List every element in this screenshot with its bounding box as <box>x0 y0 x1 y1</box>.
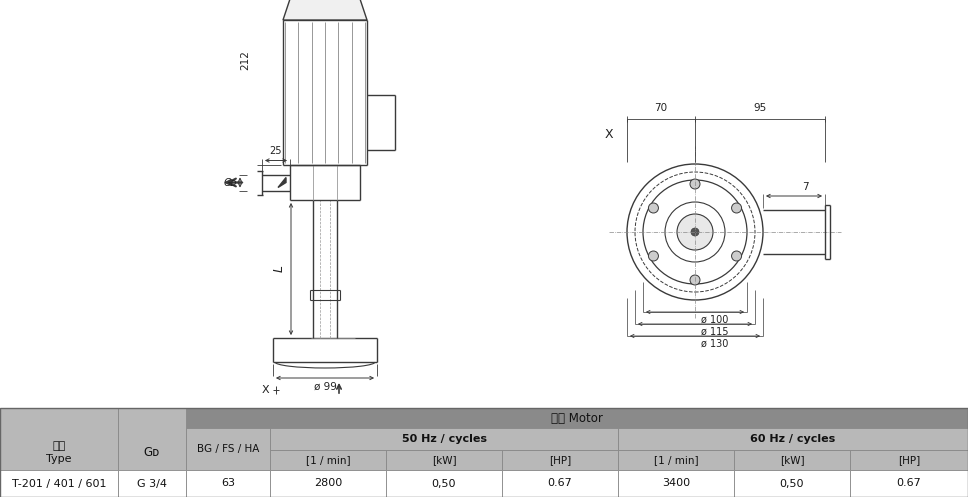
Text: ø 130: ø 130 <box>701 339 728 349</box>
Bar <box>734 450 850 470</box>
Text: 63: 63 <box>221 479 235 489</box>
Text: Gᴅ: Gᴅ <box>224 177 237 187</box>
Bar <box>186 408 968 428</box>
Text: 0.67: 0.67 <box>896 479 922 489</box>
Text: 212: 212 <box>240 50 250 70</box>
Text: T-201 / 401 / 601: T-201 / 401 / 601 <box>12 479 106 489</box>
Bar <box>270 450 386 470</box>
Text: Gᴅ: Gᴅ <box>144 446 160 459</box>
Text: [kW]: [kW] <box>432 455 456 465</box>
Bar <box>850 470 968 497</box>
Bar <box>0 408 968 497</box>
Text: ø 99: ø 99 <box>314 382 337 392</box>
Text: L: L <box>273 265 286 272</box>
Text: [kW]: [kW] <box>779 455 804 465</box>
Bar <box>270 470 386 497</box>
Bar <box>502 450 618 470</box>
Bar <box>186 428 270 470</box>
Circle shape <box>732 203 741 213</box>
Bar <box>0 408 118 497</box>
Bar <box>186 470 270 497</box>
Text: 馬達 Motor: 馬達 Motor <box>551 412 603 424</box>
Text: [HP]: [HP] <box>549 455 571 465</box>
Bar <box>118 408 186 497</box>
Text: ø 100: ø 100 <box>701 315 728 325</box>
Text: 70: 70 <box>654 103 668 113</box>
Bar <box>270 428 618 450</box>
Text: 25: 25 <box>270 146 283 156</box>
Bar <box>850 450 968 470</box>
Text: 3400: 3400 <box>662 479 690 489</box>
Bar <box>386 470 502 497</box>
Bar <box>502 470 618 497</box>
Text: ø 115: ø 115 <box>701 327 729 337</box>
Text: 0,50: 0,50 <box>780 479 804 489</box>
Circle shape <box>677 214 713 250</box>
Text: BG / FS / HA: BG / FS / HA <box>197 444 259 454</box>
Text: 7: 7 <box>802 182 808 192</box>
Text: X: X <box>261 385 269 395</box>
Text: 50 Hz / cycles: 50 Hz / cycles <box>402 434 487 444</box>
Text: 2800: 2800 <box>314 479 342 489</box>
Circle shape <box>690 275 700 285</box>
Text: 0.67: 0.67 <box>548 479 572 489</box>
Circle shape <box>691 228 699 236</box>
Text: 60 Hz / cycles: 60 Hz / cycles <box>750 434 835 444</box>
Text: 95: 95 <box>753 103 767 113</box>
Text: [1 / min]: [1 / min] <box>306 455 350 465</box>
Text: [HP]: [HP] <box>898 455 921 465</box>
Bar <box>618 450 734 470</box>
Bar <box>618 428 968 450</box>
Bar <box>618 470 734 497</box>
Polygon shape <box>278 177 286 187</box>
Circle shape <box>649 251 658 261</box>
Text: X: X <box>605 128 614 141</box>
Circle shape <box>732 251 741 261</box>
Circle shape <box>649 203 658 213</box>
Text: 0,50: 0,50 <box>432 479 456 489</box>
Bar <box>118 470 186 497</box>
Bar <box>734 470 850 497</box>
Text: 型號
Type: 型號 Type <box>46 441 72 464</box>
Text: [1 / min]: [1 / min] <box>653 455 698 465</box>
Bar <box>0 470 118 497</box>
Text: G 3/4: G 3/4 <box>137 479 167 489</box>
Circle shape <box>690 179 700 189</box>
Bar <box>386 450 502 470</box>
Polygon shape <box>283 0 367 20</box>
